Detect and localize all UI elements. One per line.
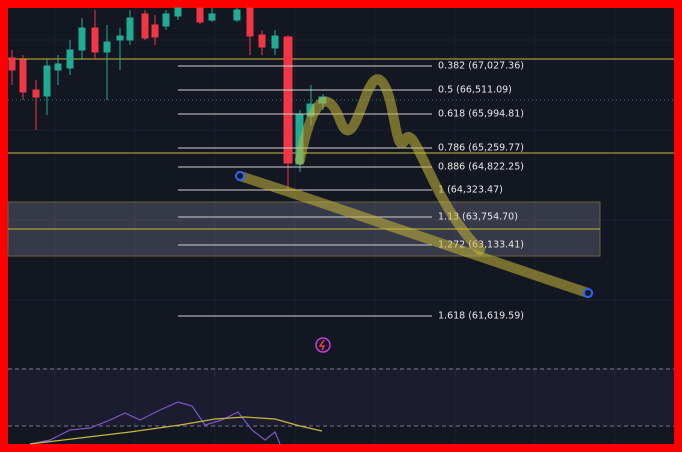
fib-label: 0.618 (65,994.81): [438, 109, 524, 120]
indicator-band: [8, 368, 674, 426]
trend-path: [235, 171, 593, 298]
fib-label: 0.5 (66,511.09): [438, 85, 512, 96]
fib-label: 1 (64,323.47): [438, 185, 503, 196]
fib-label: 1.618 (61,619.59): [438, 311, 524, 322]
rsi-ma-line: [29, 416, 323, 445]
chart-area: [8, 8, 674, 444]
event-icon-bolt: [318, 339, 326, 351]
fib-label: 0.382 (67,027.36): [438, 61, 524, 72]
anchor-point[interactable]: [235, 171, 245, 181]
fib-label: 0.786 (65,259.77): [438, 143, 524, 154]
rsi-line: [29, 401, 281, 445]
drawing-path: [295, 74, 485, 255]
fib-label: 1.13 (63,754.70): [438, 212, 518, 223]
fib-label: 0.886 (64,822.25): [438, 162, 524, 173]
event-icon[interactable]: [315, 337, 331, 353]
anchor-point[interactable]: [583, 288, 593, 298]
